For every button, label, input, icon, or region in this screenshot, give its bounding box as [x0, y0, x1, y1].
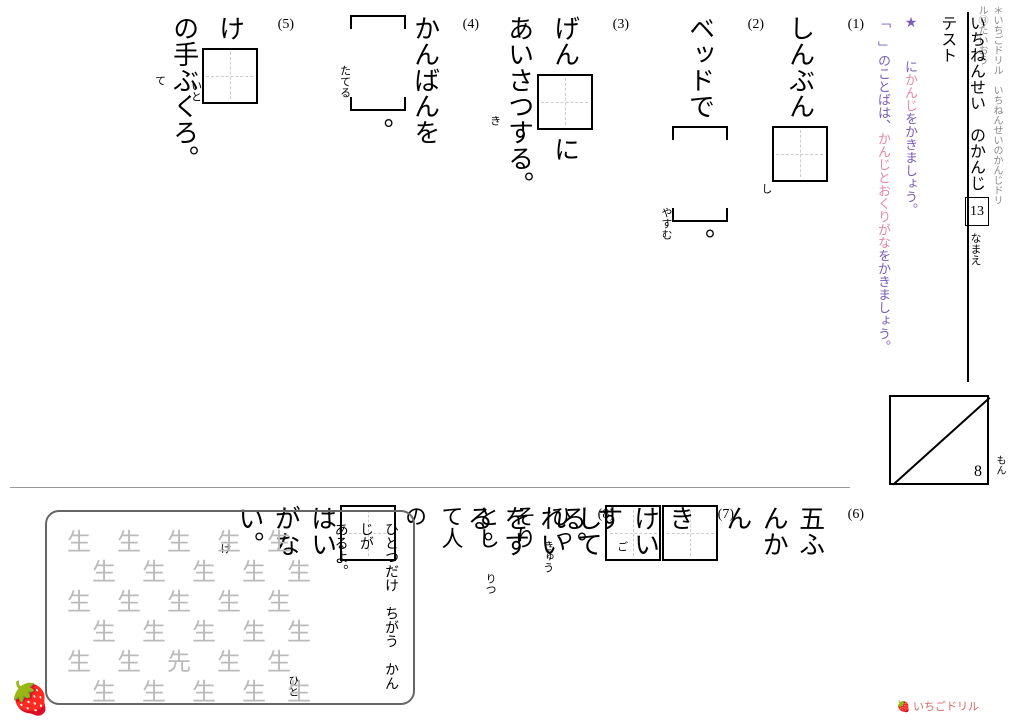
name-label: なまえ: [969, 232, 981, 265]
puzzle-t1: ひとつだけ ちがう かんじが: [358, 522, 398, 690]
pk: 生: [117, 582, 141, 617]
score-label: もん: [992, 455, 1007, 475]
problem-5: (5) け いと の手ぶくろ。 て: [165, 15, 294, 171]
problem-1: (1) しんぶん し: [772, 15, 864, 182]
p5-kanji-box[interactable]: [202, 48, 258, 104]
title-line1: いちねんせい のかんじ: [967, 15, 984, 191]
pk: 生: [167, 582, 191, 617]
inst-p2: かんじ: [903, 73, 918, 112]
pk: 生: [242, 552, 266, 587]
pk: 生: [242, 612, 266, 647]
score-total: 8: [974, 463, 982, 481]
pk: 生: [192, 552, 216, 587]
pk: 生: [217, 522, 241, 557]
pk: 生: [92, 612, 116, 647]
problem-4: (4) かんばんを たてる 。: [350, 15, 479, 145]
p2-after: 。: [686, 228, 715, 254]
pk: 生: [117, 642, 141, 677]
puzzle-kanji-grid[interactable]: 生 生 生 生 生 生 生 生 生 生 生 生 生 生 生 生 生 生 生 生 …: [57, 517, 317, 697]
p8-before: ひっそりとして人の: [402, 505, 573, 549]
p7-before: き: [666, 505, 695, 531]
p8-num: (8): [598, 505, 614, 525]
p4-after: 。: [364, 118, 393, 144]
score-box[interactable]: 8 もん: [889, 395, 989, 485]
p5-ruby: て: [151, 75, 166, 86]
problem-3: (3) げん き に あいさつする。: [500, 15, 629, 197]
inst-p3: をかきましょう。: [903, 112, 918, 216]
pk: 生: [217, 582, 241, 617]
inst-p6: をかきましょう。: [876, 249, 891, 353]
p4-hint: たてる: [336, 65, 351, 98]
name-input-line[interactable]: [967, 12, 969, 382]
p2-bracket-close: [672, 208, 728, 222]
inst-p1: に: [903, 34, 918, 73]
p5-num: (5): [278, 15, 294, 35]
p1-num: (1): [848, 15, 864, 35]
p3-before: げん: [551, 15, 580, 67]
puzzle-box: ひとつだけ ちがう かんじが あるよ。 生 生 生 生 生 生 生 生 生 生 …: [45, 510, 415, 705]
p3-hint: き: [486, 115, 501, 126]
inst-p5: かんじとおくりがな: [876, 132, 891, 249]
puzzle-t2: あるよ。: [333, 522, 348, 578]
pk: 生: [287, 672, 311, 707]
pk: 生: [142, 552, 166, 587]
pk: 生: [217, 642, 241, 677]
problem-2: (2) ベッドで やすむ 。: [672, 15, 764, 254]
pk: 生: [167, 522, 191, 557]
p2-hint: やすむ: [658, 207, 673, 240]
p2-num: (2): [748, 15, 764, 35]
p4-num: (4): [463, 15, 479, 35]
p5-hint: いと: [187, 80, 202, 102]
pk: 生: [192, 672, 216, 707]
p4-before: かんばんを: [411, 15, 440, 145]
pk: 生: [142, 612, 166, 647]
p3-after: あいさつする。: [505, 15, 534, 197]
p3-mid: に: [551, 136, 580, 162]
p3-kanji-box[interactable]: [537, 74, 593, 130]
strawberry-icon: 🍓: [10, 679, 50, 719]
p4-bracket-close: [350, 97, 406, 111]
p4-bracket-open: [350, 15, 406, 29]
p7-hint: りつ: [482, 573, 497, 595]
p7-num: (7): [718, 505, 734, 525]
p6-num: (6): [848, 505, 864, 525]
puzzle-text: ひとつだけ ちがう かんじが あるよ。: [327, 522, 403, 703]
p2-before: ベッドで: [686, 15, 715, 119]
pk: 生: [242, 672, 266, 707]
pk: 生: [67, 582, 91, 617]
pk: 生: [142, 672, 166, 707]
p1-kanji-box[interactable]: [772, 126, 828, 182]
brand-logo: 🍓 いちごドリル: [897, 698, 979, 714]
inst-p4: 「 」のことばは、: [876, 15, 891, 132]
star-icon: ★: [903, 15, 918, 31]
p2-bracket-open: [672, 126, 728, 140]
pk: 生: [67, 642, 91, 677]
pk: 生: [67, 522, 91, 557]
divider: [10, 487, 850, 488]
pk: 生: [92, 672, 116, 707]
p5-before: け: [216, 15, 245, 41]
pk: 生: [192, 612, 216, 647]
pk-diff: 先: [167, 642, 191, 677]
pk: 生: [92, 552, 116, 587]
p1-before: しんぶん: [786, 15, 815, 119]
p3-num: (3): [613, 15, 629, 35]
p6-before: 五ふんかん: [723, 505, 825, 557]
worksheet-title: いちねんせい のかんじ 13 なまえ テスト: [931, 15, 989, 315]
title-line2: テスト: [938, 15, 955, 63]
pk: 生: [117, 522, 141, 557]
